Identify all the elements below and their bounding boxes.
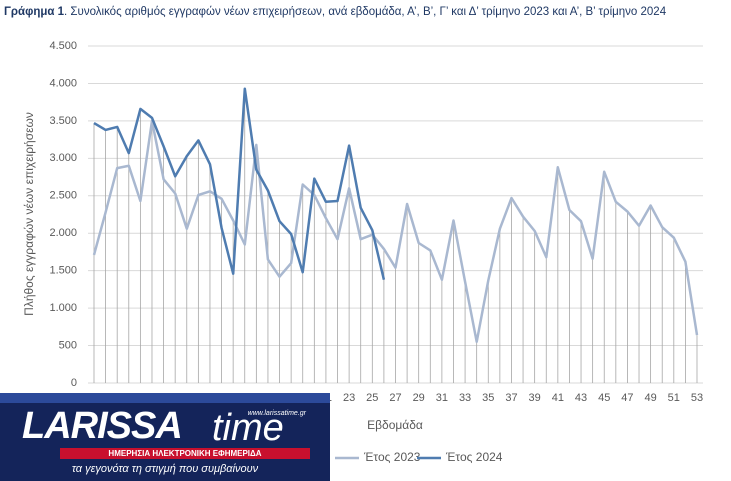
- logo-name-left: LARISSA: [22, 405, 182, 447]
- logo-url: www.larissatime.gr: [248, 410, 307, 417]
- y-axis-label: Πλήθος εγγραφών νέων επιχειρήσεων: [22, 112, 36, 316]
- chart-title: Γράφημα 1. Συνολικός αριθμός εγγραφών νέ…: [4, 6, 667, 18]
- logo-band: [0, 393, 330, 403]
- y-tick-label: 2.000: [49, 227, 77, 239]
- y-tick-label: 4.000: [49, 77, 77, 89]
- y-tick-label: 4.500: [49, 40, 77, 52]
- logo-background: [0, 393, 330, 481]
- logo-slogan: τα γεγονότα τη στιγμή που συμβαίνουν: [72, 463, 259, 475]
- x-axis-label: Εβδομάδα: [367, 418, 423, 432]
- x-tick-label: 39: [529, 392, 541, 404]
- x-tick-label: 49: [644, 392, 656, 404]
- x-tick-label: 29: [413, 392, 425, 404]
- x-tick-label: 31: [436, 392, 448, 404]
- x-tick-label: 43: [575, 392, 587, 404]
- y-tick-label: 2.500: [49, 190, 77, 202]
- title-text: . Συνολικός αριθμός εγγραφών νέων επιχει…: [64, 6, 667, 18]
- y-tick-label: 3.500: [49, 115, 77, 127]
- y-tick-label: 0: [71, 377, 77, 389]
- title-prefix: Γράφημα 1: [4, 6, 65, 18]
- logo-name-right: time: [212, 407, 284, 449]
- logo-tagline: ΗΜΕΡΗΣΙΑ ΗΛΕΚΤΡΟΝΙΚΗ ΕΦΗΜΕΡΙΔΑ: [108, 449, 261, 458]
- legend: Έτος 2023 Έτος 2024: [335, 450, 503, 464]
- x-tick-label: 47: [621, 392, 633, 404]
- logo: LARISSA time www.larissatime.gr ΗΜΕΡΗΣΙΑ…: [0, 393, 330, 481]
- x-tick-label: 35: [482, 392, 494, 404]
- x-tick-label: 41: [552, 392, 564, 404]
- y-tick-label: 3.000: [49, 152, 77, 164]
- legend-label: Έτος 2024: [445, 450, 503, 464]
- y-tick-label: 500: [59, 339, 77, 351]
- x-tick-label: 45: [598, 392, 610, 404]
- x-tick-label: 23: [343, 392, 355, 404]
- x-tick-label: 27: [389, 392, 401, 404]
- x-tick-label: 37: [505, 392, 517, 404]
- x-tick-label: 51: [668, 392, 680, 404]
- x-tick-label: 33: [459, 392, 471, 404]
- y-tick-label: 1.500: [49, 265, 77, 277]
- legend-label: Έτος 2023: [363, 450, 421, 464]
- x-tick-label: 25: [366, 392, 378, 404]
- series-line: [92, 119, 699, 344]
- y-tick-label: 1.000: [49, 302, 77, 314]
- plot: 0 500 1.000 1.500 2.000 2.500 3.000 3.500 4.000 4…: [49, 40, 703, 404]
- series-line: [93, 87, 386, 280]
- logo-tag-band: [60, 448, 310, 459]
- x-tick-label: 53: [691, 392, 703, 404]
